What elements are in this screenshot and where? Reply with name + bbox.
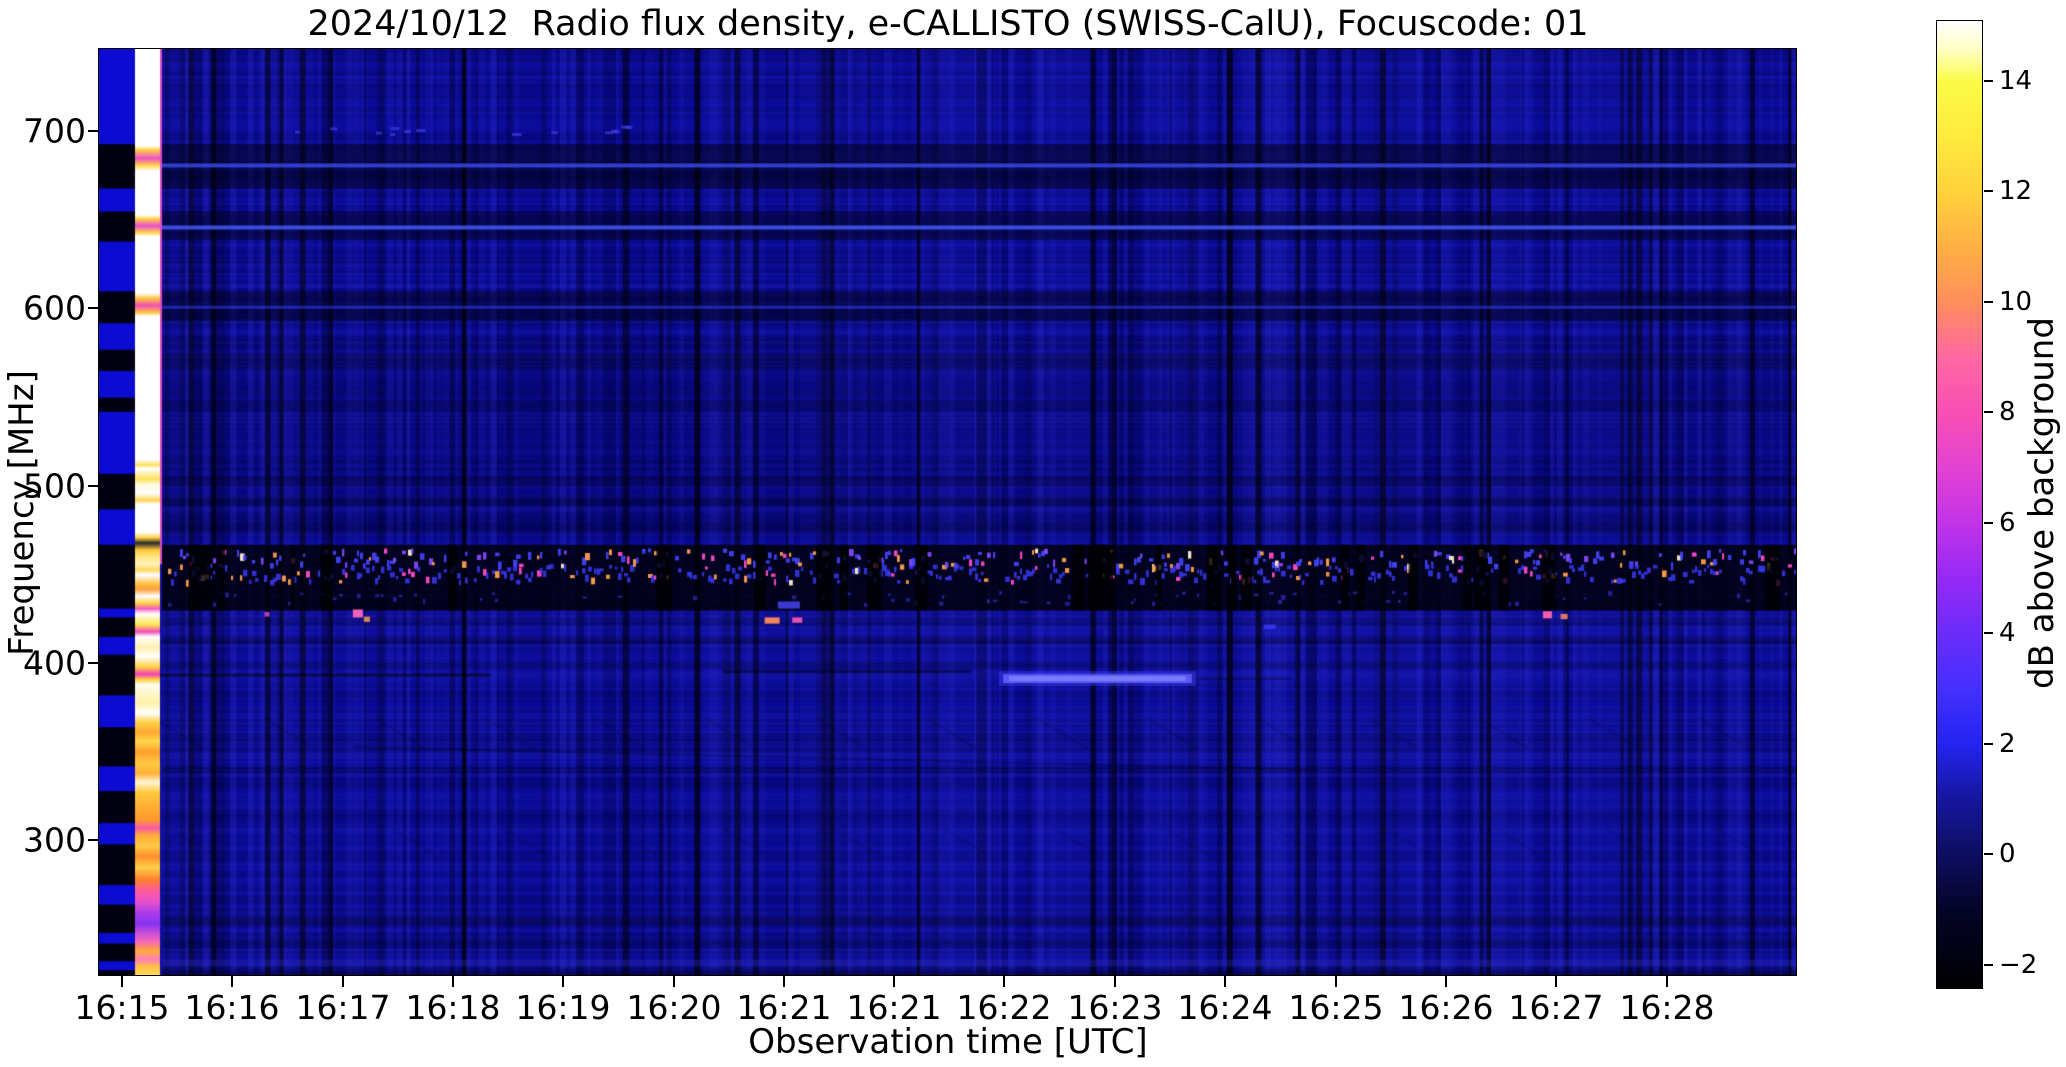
x-tick-mark [1335,976,1337,987]
plot-area [98,48,1797,976]
x-tick-label: 16:21 [846,988,942,1027]
y-tick-label: 300 [23,820,86,860]
spectrogram-canvas [99,49,1796,975]
x-tick-label: 16:26 [1398,988,1494,1027]
colorbar-tick-label: 2 [1999,728,2016,759]
y-tick-mark [88,839,99,841]
x-tick-mark [783,976,785,987]
x-tick-label: 16:19 [515,988,611,1027]
y-tick-label: 400 [23,643,86,683]
colorbar-tick-label: −2 [1999,949,2038,980]
colorbar-tick-mark [1984,521,1993,524]
x-tick-label: 16:21 [736,988,832,1027]
y-tick-mark [88,661,99,664]
colorbar-tick-mark [1984,632,1993,635]
x-tick-label: 16:28 [1619,988,1715,1027]
x-tick-mark [1114,976,1116,987]
x-tick-label: 16:24 [1177,988,1273,1027]
x-tick-label: 16:22 [956,988,1052,1027]
x-axis-label: Observation time [UTC] [748,1022,1148,1062]
x-tick-mark [121,976,123,987]
colorbar-tick-mark [1984,300,1993,303]
colorbar-tick-label: 0 [1999,839,2016,870]
colorbar-tick-label: 4 [1999,618,2016,649]
colorbar [1936,20,1983,989]
x-tick-label: 16:17 [295,988,391,1027]
x-tick-mark [1666,976,1668,987]
colorbar-tick-mark [1984,79,1993,82]
x-tick-mark [1555,976,1557,987]
x-tick-mark [231,976,233,987]
y-tick-label: 500 [23,466,86,505]
y-tick-mark [88,307,99,310]
x-tick-mark [562,976,564,987]
x-tick-mark [673,976,675,987]
colorbar-tick-mark [1984,411,1993,414]
colorbar-tick-label: 8 [1999,397,2016,428]
x-tick-mark [1224,976,1226,987]
colorbar-tick-label: 6 [1999,507,2016,538]
colorbar-tick-label: 10 [1999,286,2033,317]
x-tick-label: 16:27 [1508,988,1604,1027]
x-tick-mark [1445,976,1447,987]
x-tick-label: 16:25 [1288,988,1384,1027]
x-tick-label: 16:23 [1067,988,1163,1027]
chart-title: 2024/10/12 Radio flux density, e-CALLIST… [307,4,1589,44]
x-tick-mark [452,976,454,987]
colorbar-tick-label: 14 [1999,65,2033,96]
colorbar-label: dB above background [2022,317,2062,689]
colorbar-tick-mark [1984,190,1993,193]
y-axis-label: Frequency [MHz] [2,370,42,656]
colorbar-tick-label: 12 [1999,176,2033,207]
y-tick-label: 600 [23,288,86,328]
colorbar-tick-mark [1984,963,1993,966]
x-tick-mark [1003,976,1005,987]
x-tick-label: 16:20 [626,988,722,1027]
colorbar-tick-mark [1984,742,1993,745]
x-tick-mark [342,976,344,987]
x-tick-label: 16:16 [184,988,280,1027]
y-tick-mark [88,484,99,487]
x-tick-label: 16:18 [405,988,501,1027]
x-tick-label: 16:15 [74,988,170,1027]
colorbar-tick-mark [1984,853,1993,856]
y-tick-label: 700 [23,111,86,151]
y-tick-mark [88,130,99,132]
x-tick-mark [893,976,895,987]
